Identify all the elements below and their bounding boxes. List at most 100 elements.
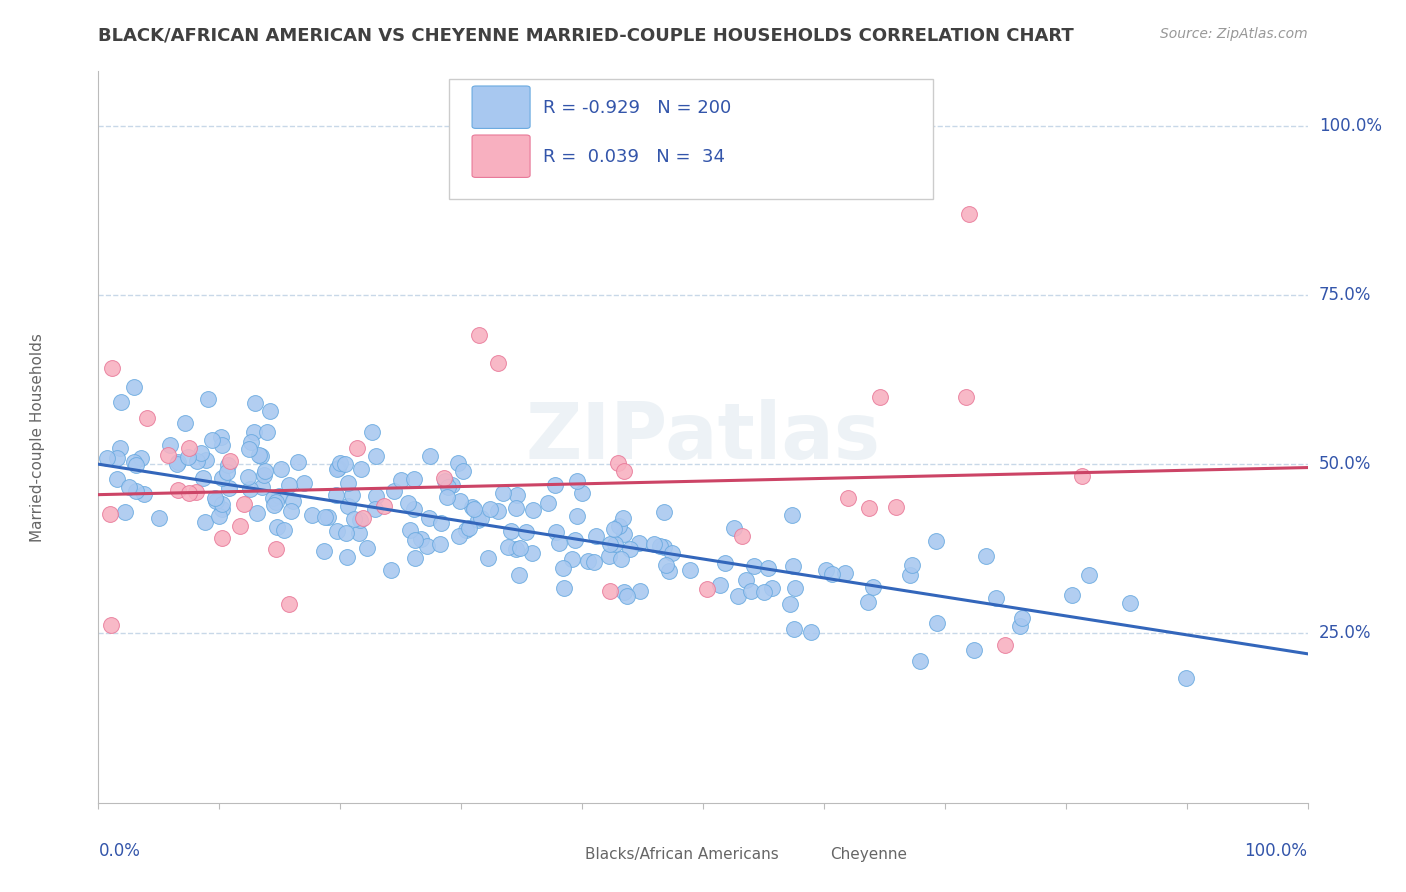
Point <box>585 528 607 542</box>
Point <box>197 392 219 406</box>
Point <box>837 491 859 505</box>
Point <box>599 536 621 550</box>
Point <box>544 478 567 492</box>
Point <box>129 451 152 466</box>
Point <box>329 456 352 470</box>
Point <box>336 499 359 513</box>
Point <box>240 435 263 450</box>
Point <box>1175 671 1198 685</box>
Point <box>253 467 276 482</box>
Text: 0.0%: 0.0% <box>98 842 141 860</box>
Point <box>409 533 432 547</box>
Point <box>243 425 266 439</box>
Point <box>619 542 641 557</box>
Text: R = -0.929   N = 200: R = -0.929 N = 200 <box>543 99 731 117</box>
Point <box>1077 567 1099 582</box>
Point <box>506 488 529 502</box>
Point <box>723 521 745 535</box>
Point <box>433 474 456 488</box>
Point <box>628 583 651 598</box>
Point <box>814 563 837 577</box>
Point <box>325 488 347 502</box>
Point <box>607 518 630 533</box>
Point <box>204 491 226 506</box>
Point <box>314 543 336 558</box>
Text: Cheyenne: Cheyenne <box>830 847 907 863</box>
Point <box>287 454 309 468</box>
Point <box>433 471 456 485</box>
Point <box>356 541 378 555</box>
Point <box>658 564 681 578</box>
Point <box>679 563 702 577</box>
Point <box>754 585 776 599</box>
Point <box>166 457 188 471</box>
Point <box>250 449 273 463</box>
Point <box>599 584 621 599</box>
Point <box>349 513 371 527</box>
Point <box>380 563 402 577</box>
Point <box>343 511 366 525</box>
Point <box>301 508 323 523</box>
Point <box>364 450 387 464</box>
Point <box>709 578 731 592</box>
Point <box>449 493 471 508</box>
Point <box>467 513 489 527</box>
Point <box>441 478 464 492</box>
Point <box>132 487 155 501</box>
Point <box>314 510 336 524</box>
Point <box>553 581 575 595</box>
Point <box>578 554 600 568</box>
Point <box>713 556 735 570</box>
Point <box>856 595 879 609</box>
Point <box>364 501 387 516</box>
Point <box>779 598 801 612</box>
Point <box>173 416 195 430</box>
Point <box>498 540 520 554</box>
Point <box>166 455 188 469</box>
Point <box>1008 618 1031 632</box>
Point <box>1119 596 1142 610</box>
Point <box>264 495 287 509</box>
Point <box>505 542 527 557</box>
Point <box>1060 589 1083 603</box>
Point <box>461 500 484 515</box>
Point <box>458 521 481 535</box>
Point <box>404 550 426 565</box>
Point <box>742 559 765 574</box>
Point <box>326 524 349 538</box>
Point <box>437 480 460 494</box>
Point <box>603 522 626 536</box>
Text: BLACK/AFRICAN AMERICAN VS CHEYENNE MARRIED-COUPLE HOUSEHOLDS CORRELATION CHART: BLACK/AFRICAN AMERICAN VS CHEYENNE MARRI… <box>98 27 1074 45</box>
Point <box>217 466 239 480</box>
Point <box>373 500 395 514</box>
Point <box>122 379 145 393</box>
Point <box>336 550 359 565</box>
Point <box>957 206 980 220</box>
Point <box>100 507 122 521</box>
Point <box>820 567 842 582</box>
Point <box>553 561 575 575</box>
Text: ZIPatlas: ZIPatlas <box>526 399 880 475</box>
Point <box>898 567 921 582</box>
Point <box>361 425 384 440</box>
Point <box>389 473 412 487</box>
Point <box>280 504 302 518</box>
Point <box>108 441 131 455</box>
Point <box>468 328 491 343</box>
Point <box>1011 611 1033 625</box>
Point <box>177 441 200 455</box>
Point <box>122 455 145 469</box>
Point <box>316 510 339 524</box>
Point <box>429 537 451 551</box>
Text: 100.0%: 100.0% <box>1319 117 1382 135</box>
Point <box>598 549 620 563</box>
Point <box>925 534 948 549</box>
Point <box>454 523 477 537</box>
Point <box>561 551 583 566</box>
Point <box>404 533 426 548</box>
Point <box>336 475 359 490</box>
Point <box>217 458 239 473</box>
Point <box>522 503 544 517</box>
Point <box>610 552 633 566</box>
Point <box>278 478 301 492</box>
